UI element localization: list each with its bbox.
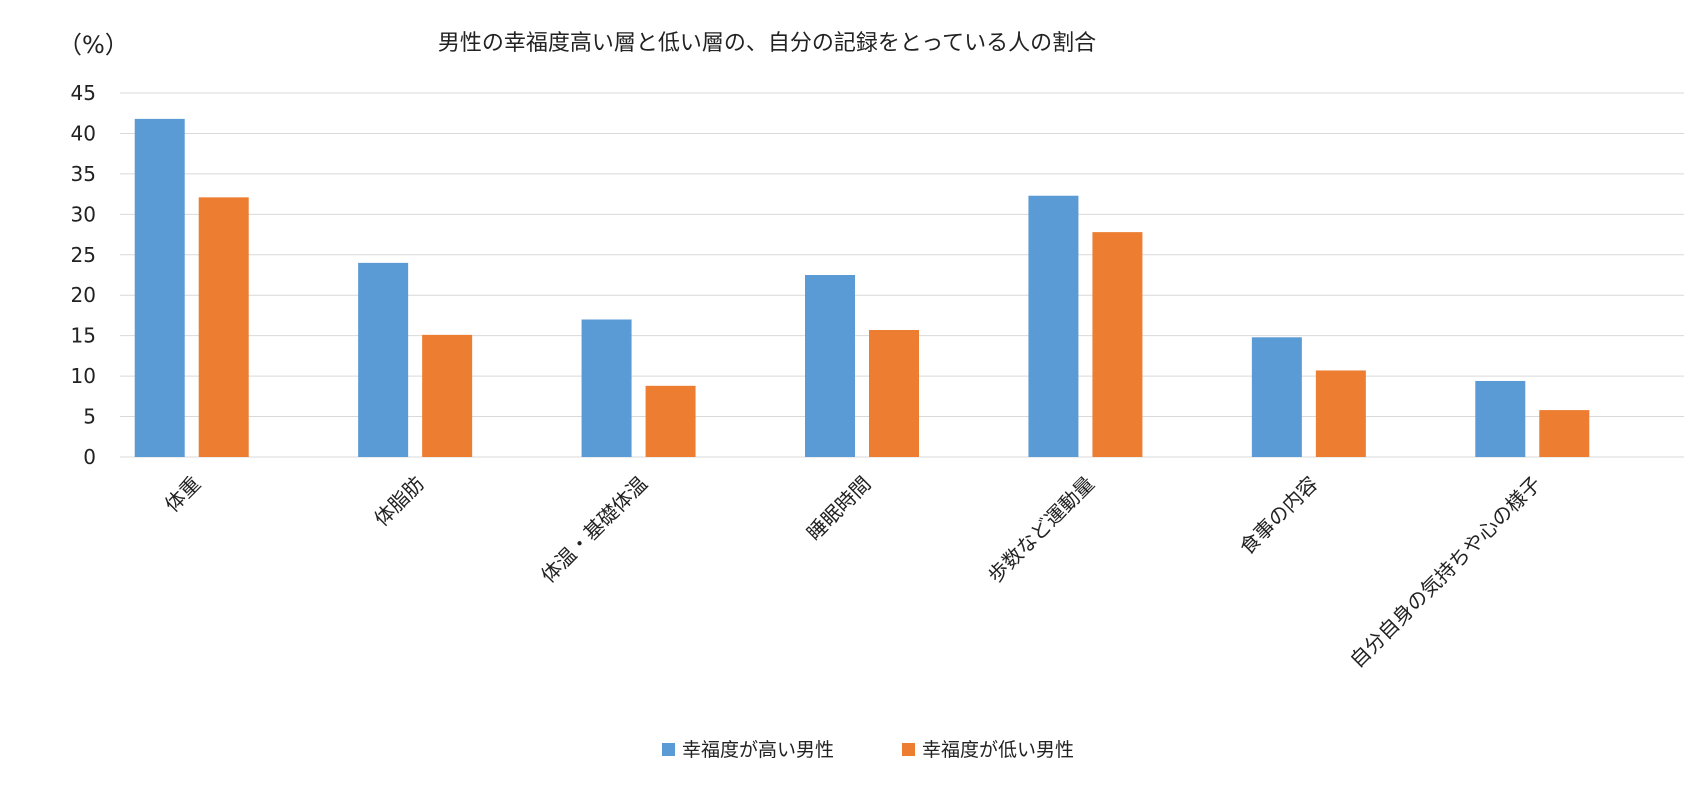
y-tick-label: 0	[83, 445, 96, 469]
bar-high-6	[1475, 380, 1526, 457]
x-category-label: 睡眠時間	[802, 472, 876, 546]
legend-label: 幸福度が高い男性	[682, 739, 834, 761]
legend-swatch	[662, 743, 675, 756]
x-category-label: 歩数など運動量	[983, 472, 1099, 588]
bar-high-5	[1251, 337, 1302, 457]
y-tick-label: 40	[71, 121, 96, 145]
bar-high-0	[134, 118, 185, 457]
x-category-label: 食事の内容	[1235, 472, 1323, 560]
x-category-label: 自分自身の気持ちや心の様子	[1345, 472, 1546, 673]
y-tick-label: 30	[71, 202, 96, 226]
bars	[134, 118, 1590, 457]
bar-high-3	[805, 275, 855, 457]
y-tick-label: 5	[83, 405, 96, 429]
bar-high-1	[358, 262, 409, 457]
bar-low-2	[645, 385, 696, 457]
y-tick-label: 35	[71, 162, 96, 186]
bar-low-0	[198, 197, 249, 457]
y-tick-label: 15	[71, 324, 96, 348]
x-axis-categories: 体重 体脂肪 体温・基礎体温 睡眠時間 歩数など運動量 食事の内容 自分自身の気持ちや心の様…	[160, 472, 1546, 673]
y-tick-label: 45	[71, 81, 96, 105]
y-axis-unit-label: （%）	[58, 31, 129, 59]
bar-low-6	[1539, 410, 1590, 457]
legend-label: 幸福度が低い男性	[922, 739, 1074, 761]
bar-high-2	[581, 319, 632, 457]
x-category-label: 体脂肪	[369, 472, 428, 531]
legend: 幸福度が高い男性 幸福度が低い男性	[662, 739, 1074, 761]
legend-swatch	[902, 743, 915, 756]
x-category-label: 体重	[160, 472, 205, 517]
bar-low-3	[869, 330, 919, 457]
x-category-label: 体温・基礎体温	[536, 472, 652, 588]
bar-low-5	[1315, 370, 1366, 457]
bar-high-4	[1028, 195, 1079, 457]
y-tick-label: 20	[71, 283, 96, 307]
chart-title: 男性の幸福度高い層と低い層の、自分の記録をとっている人の割合	[438, 31, 1096, 56]
y-tick-label: 10	[71, 364, 96, 388]
bar-low-4	[1092, 232, 1143, 457]
y-tick-label: 25	[71, 243, 96, 267]
bar-low-1	[422, 334, 473, 457]
y-axis-ticks: 0 5 10 15 20 25 30 35 40 45	[71, 81, 96, 469]
